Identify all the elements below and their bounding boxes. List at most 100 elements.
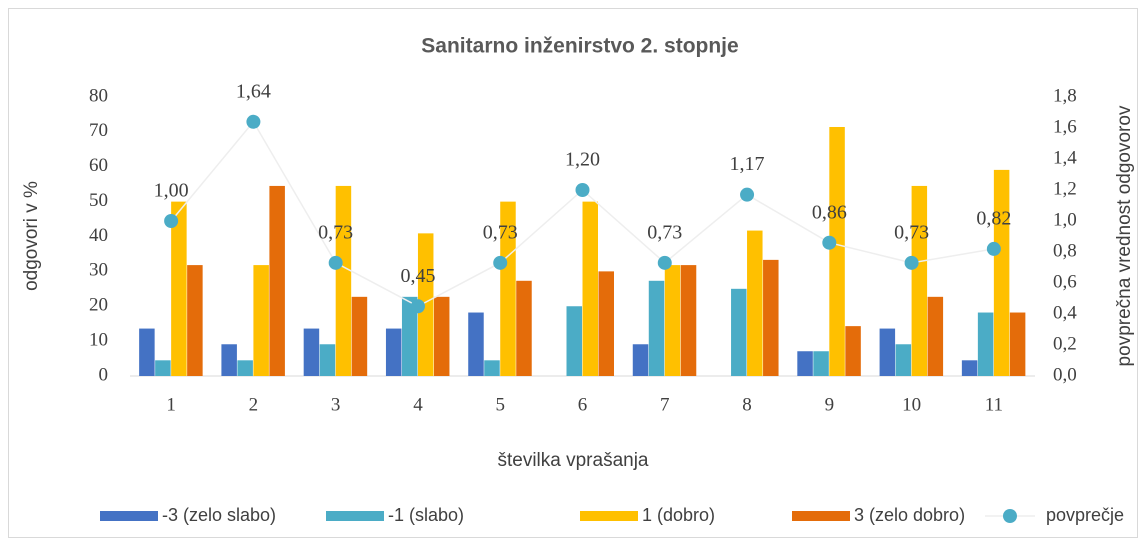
bar (269, 185, 285, 376)
bar (664, 265, 681, 376)
point (246, 114, 261, 129)
x-tick-label: 11 (985, 394, 1003, 415)
bar (417, 233, 434, 376)
bar (335, 185, 352, 376)
bar (319, 344, 336, 376)
data-label: 0,73 (483, 221, 518, 243)
y-tick-label: 40 (89, 225, 108, 246)
point (575, 183, 590, 197)
y-tick-label: 0 (99, 364, 109, 385)
bar (385, 328, 402, 376)
point (904, 255, 919, 270)
bar (797, 351, 813, 376)
x-tick-label: 6 (578, 394, 588, 415)
bar (401, 296, 418, 376)
legend-swatch (792, 511, 850, 521)
y-tick-label: 70 (89, 120, 108, 141)
y-tick-label: 60 (89, 155, 108, 176)
bar (139, 328, 155, 376)
x-tick-label: 4 (413, 394, 423, 415)
y2-tick-label: 0,4 (1053, 302, 1077, 323)
y2-tick-label: 1,8 (1053, 85, 1077, 106)
bar (484, 360, 500, 376)
y2-tick-label: 0,6 (1053, 271, 1077, 292)
legend-label: 3 (zelo dobro) (854, 505, 965, 525)
x-tick-label: 1 (166, 394, 176, 415)
bar (911, 185, 928, 376)
bar (763, 259, 779, 376)
y2-tick-label: 0,0 (1053, 364, 1077, 385)
point (328, 255, 343, 270)
bar (237, 360, 253, 376)
bar (221, 344, 237, 376)
data-label: 0,73 (318, 221, 353, 243)
bar (1009, 312, 1026, 376)
data-label: 1,64 (236, 80, 271, 102)
bar (879, 328, 896, 376)
bar (813, 351, 829, 376)
bar (961, 360, 978, 376)
legend-swatch (580, 511, 638, 521)
x-tick-label: 10 (902, 394, 921, 415)
bar (582, 201, 598, 376)
x-tick-label: 2 (249, 394, 259, 415)
y2-tick-label: 0,8 (1053, 240, 1077, 261)
bar (845, 326, 861, 376)
bar (895, 344, 912, 376)
bar (155, 360, 171, 376)
y2-tick-label: 1,0 (1053, 209, 1077, 230)
x-tick-label: 3 (331, 394, 341, 415)
bar (632, 344, 649, 376)
data-label: 0,73 (647, 221, 682, 243)
y-tick-label: 30 (89, 260, 108, 281)
data-label: 1,00 (154, 180, 189, 202)
point (740, 187, 755, 202)
bar (566, 306, 582, 376)
bar (500, 201, 516, 376)
y2-tick-label: 1,6 (1053, 116, 1077, 137)
legend-label: 1 (dobro) (642, 505, 715, 525)
data-label: 0,73 (894, 221, 929, 243)
bar (977, 312, 994, 376)
data-label: 0,86 (812, 201, 847, 223)
data-label: 1,20 (565, 149, 600, 171)
legend-label: povprečje (1046, 505, 1124, 525)
y2-tick-label: 1,2 (1053, 178, 1077, 199)
y-axis-label: odgovori v % (21, 181, 42, 291)
y-tick-label: 50 (89, 190, 108, 211)
y2-tick-label: 1,4 (1053, 147, 1077, 168)
y2-tick-label: 0,2 (1053, 333, 1077, 354)
bar (433, 296, 450, 376)
point (410, 299, 425, 314)
bar (648, 280, 665, 376)
point (493, 255, 508, 270)
legend-swatch (326, 511, 384, 521)
x-tick-label: 5 (495, 394, 505, 415)
chart-title: Sanitarno inženirstvo 2. stopnje (421, 35, 738, 58)
x-tick-label: 9 (825, 394, 835, 415)
bar (680, 265, 697, 376)
bar (303, 328, 320, 376)
legend-marker (1003, 509, 1017, 523)
bar (171, 201, 187, 376)
x-axis-label: številka vprašanja (497, 450, 648, 471)
data-label: 0,82 (976, 207, 1011, 229)
point (164, 214, 179, 228)
legend-label: -1 (slabo) (388, 505, 464, 525)
y2-axis-label: povprečna vrednost odgovorov (1114, 105, 1135, 366)
point (986, 241, 1001, 256)
y-tick-label: 80 (89, 85, 108, 106)
bar (187, 265, 203, 376)
y-tick-label: 10 (89, 329, 108, 350)
legend-label: -3 (zelo slabo) (162, 505, 276, 525)
bar (993, 169, 1010, 376)
bar (731, 288, 747, 376)
bar (747, 230, 763, 376)
bar (927, 296, 944, 376)
x-tick-label: 8 (742, 394, 752, 415)
data-label: 0,45 (400, 265, 435, 287)
bar (516, 280, 532, 376)
legend-swatch (100, 511, 158, 521)
bar (351, 296, 368, 376)
